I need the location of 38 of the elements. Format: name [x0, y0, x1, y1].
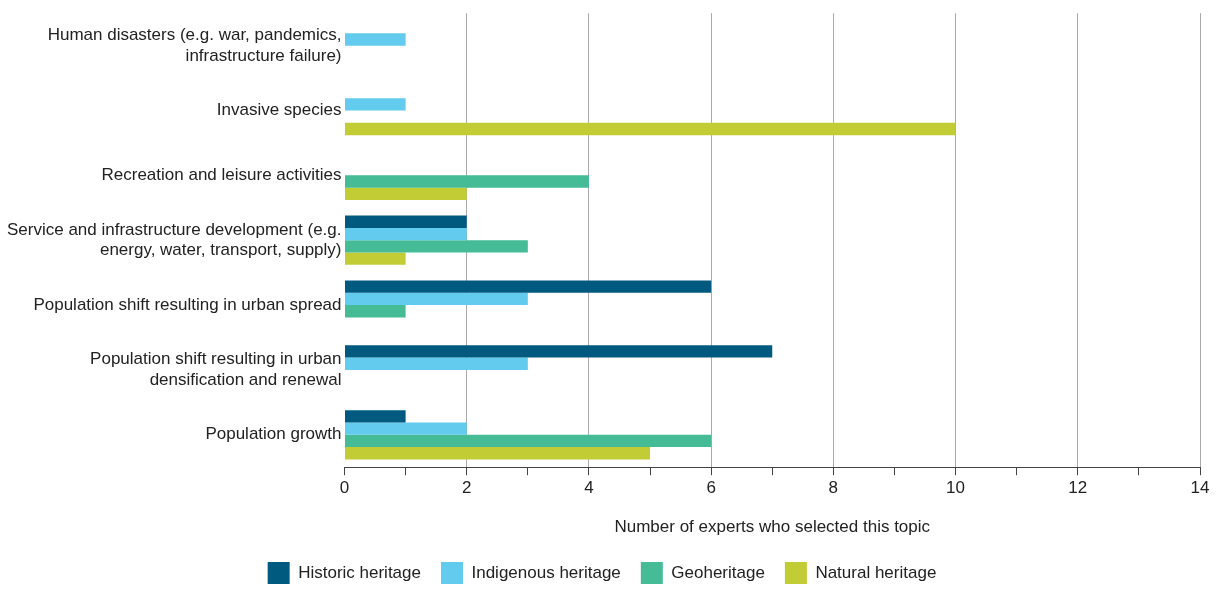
legend-label: Historic heritage [298, 562, 421, 582]
bar [345, 187, 467, 200]
bar [345, 447, 651, 460]
x-tick-label: 6 [706, 478, 716, 498]
bar [345, 357, 528, 370]
x-tick-label: 0 [339, 478, 350, 498]
legend-label: Geoheritage [671, 562, 765, 582]
bar [345, 240, 528, 253]
x-tick-label: 2 [461, 478, 472, 498]
x-tick-label: 4 [584, 478, 594, 498]
bar [345, 305, 406, 318]
y-tick-label: Population shift resulting in urban densification and renewal [90, 349, 342, 389]
x-axis-title: Number of experts who selected this topic [614, 517, 931, 537]
bar [345, 175, 589, 188]
y-tick-label: Human disasters (e.g. war, pandemics, infrastructure failure) [47, 25, 342, 65]
y-tick-label: Population growth [205, 424, 342, 444]
bar [345, 292, 528, 306]
legend-label: Natural heritage [815, 562, 937, 582]
y-tick-label: Recreation and leisure activities [101, 165, 342, 185]
x-tick-label: 14 [1190, 478, 1210, 498]
y-tick-label: Service and infrastructure development (e.g. energy, water, transport, supply) [6, 219, 342, 260]
y-tick-label: Population shift resulting in urban spread [33, 294, 342, 314]
bar [345, 227, 467, 241]
legend-label: Indigenous heritage [471, 562, 621, 582]
y-tick-label: Invasive species [216, 100, 342, 120]
bar [345, 98, 406, 111]
bar [345, 345, 773, 358]
x-tick-label: 12 [1068, 478, 1088, 498]
bar [345, 33, 406, 46]
bar [345, 280, 712, 293]
bar [345, 434, 712, 448]
x-tick-label: 10 [946, 478, 966, 498]
bar [345, 122, 956, 136]
bar [345, 215, 467, 228]
bar [345, 410, 406, 423]
bar [345, 422, 467, 435]
x-tick-label: 8 [828, 478, 839, 498]
bar [345, 252, 406, 265]
